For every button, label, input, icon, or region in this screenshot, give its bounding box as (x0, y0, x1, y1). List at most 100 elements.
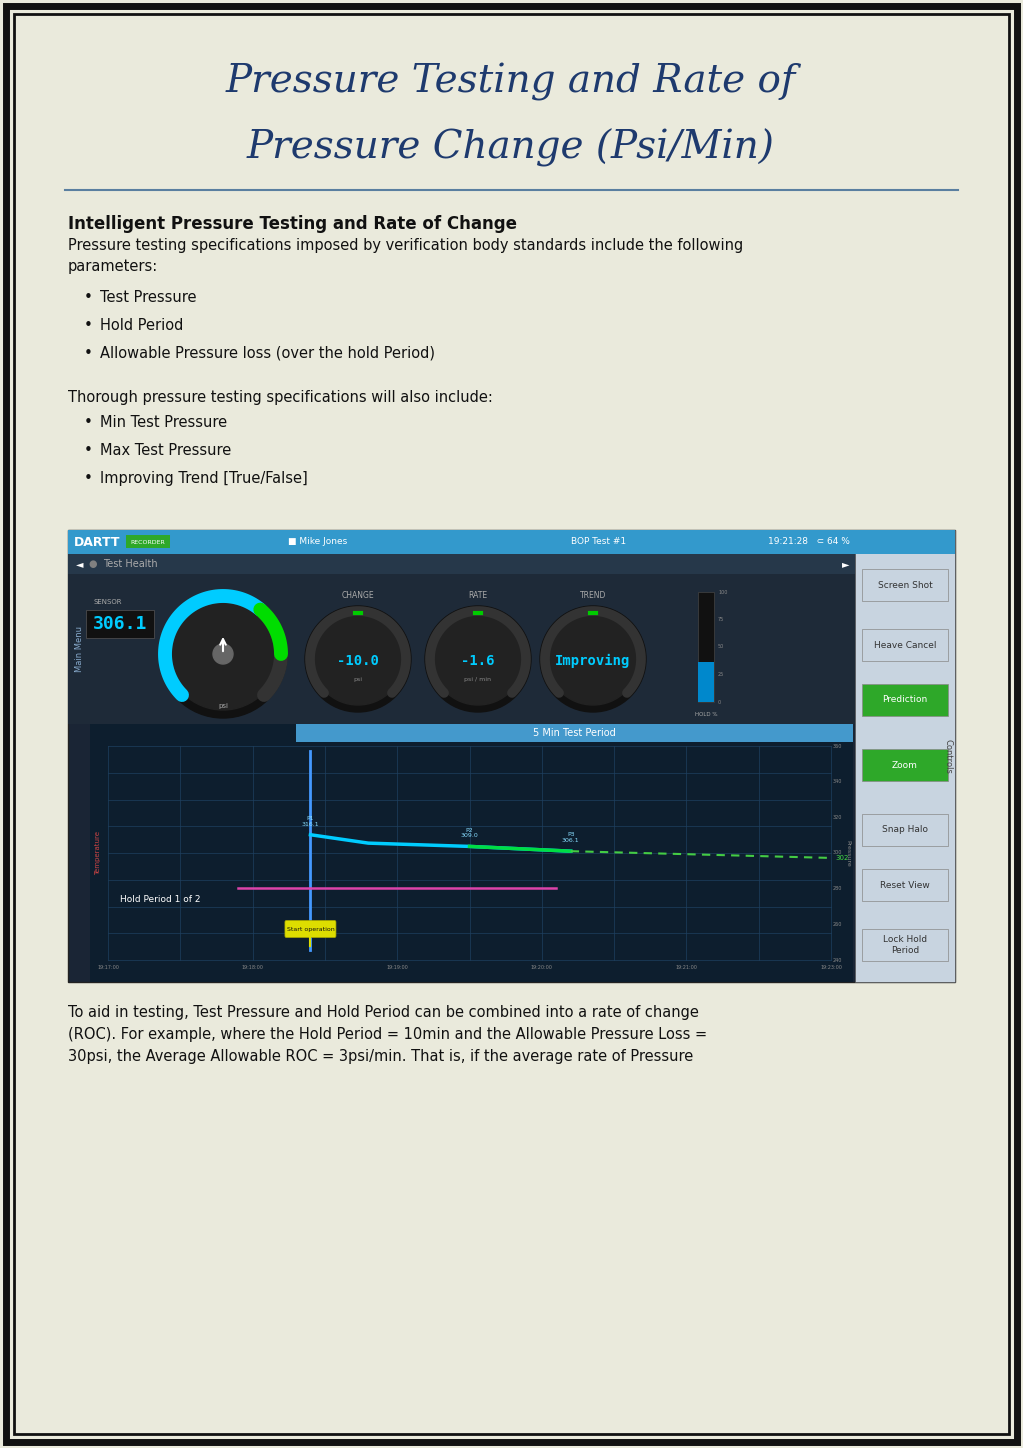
Text: 5 Min Test Period: 5 Min Test Period (533, 728, 616, 738)
Text: DARTT: DARTT (74, 536, 121, 549)
Text: 306.1: 306.1 (93, 615, 147, 633)
Text: HOLD %: HOLD % (695, 711, 717, 717)
Bar (68, 555, 855, 573)
Text: 260: 260 (833, 922, 842, 927)
Bar (698, 662, 714, 702)
Text: •: • (84, 346, 92, 361)
Text: Max Test Pressure: Max Test Pressure (100, 443, 231, 458)
Text: Snap Halo: Snap Halo (882, 825, 928, 834)
Circle shape (425, 607, 531, 712)
Text: -10.0: -10.0 (337, 654, 379, 668)
Text: RECORDER: RECORDER (131, 540, 166, 544)
Bar (862, 628, 948, 660)
Bar (862, 749, 948, 780)
Text: ◄: ◄ (76, 559, 84, 569)
Bar (862, 814, 948, 846)
Text: •: • (84, 471, 92, 487)
Text: Allowable Pressure loss (over the hold Period): Allowable Pressure loss (over the hold P… (100, 346, 435, 361)
Bar (698, 592, 714, 702)
Text: Start operation: Start operation (286, 928, 335, 933)
Text: CHANGE: CHANGE (342, 591, 374, 601)
Text: •: • (84, 416, 92, 430)
Text: 19:21:00: 19:21:00 (675, 964, 698, 970)
Text: Reset View: Reset View (880, 880, 930, 889)
Text: 19:19:00: 19:19:00 (387, 964, 408, 970)
Text: 100: 100 (718, 589, 727, 595)
Text: 340: 340 (833, 779, 842, 785)
Text: 30psi, the Average Allowable ROC = 3psi/min. That is, if the average rate of Pre: 30psi, the Average Allowable ROC = 3psi/… (68, 1048, 694, 1064)
Bar (86, 610, 154, 639)
Text: 50: 50 (718, 644, 724, 650)
Text: Heave Cancel: Heave Cancel (874, 640, 936, 650)
Text: •: • (84, 319, 92, 333)
Bar (862, 869, 948, 901)
Circle shape (432, 613, 524, 705)
Circle shape (159, 589, 287, 718)
Circle shape (305, 607, 411, 712)
Text: 19:17:00: 19:17:00 (97, 964, 119, 970)
Text: SENSOR: SENSOR (94, 599, 123, 605)
Text: ►: ► (842, 559, 850, 569)
Bar (862, 569, 948, 601)
Text: 302: 302 (835, 854, 848, 862)
Bar (68, 573, 855, 724)
Text: Pressure testing specifications imposed by verification body standards include t: Pressure testing specifications imposed … (68, 237, 744, 274)
Text: Pressure Change (Psi/Min): Pressure Change (Psi/Min) (248, 129, 775, 167)
Circle shape (213, 644, 233, 665)
Text: Controls: Controls (943, 738, 952, 773)
Bar (68, 530, 955, 982)
Text: ●: ● (88, 559, 96, 569)
Text: Hold Period: Hold Period (100, 319, 183, 333)
Text: BOP Test #1: BOP Test #1 (571, 537, 626, 546)
Text: 280: 280 (833, 886, 842, 891)
Text: Thorough pressure testing specifications will also include:: Thorough pressure testing specifications… (68, 390, 493, 405)
Circle shape (312, 613, 404, 705)
Text: Pressure Testing and Rate of: Pressure Testing and Rate of (226, 64, 796, 101)
Text: (ROC). For example, where the Hold Period = 10min and the Allowable Pressure Los: (ROC). For example, where the Hold Perio… (68, 1027, 707, 1043)
Text: 25: 25 (718, 672, 724, 678)
Text: Hold Period 1 of 2: Hold Period 1 of 2 (120, 895, 201, 904)
Text: Screen Shot: Screen Shot (878, 581, 932, 589)
Circle shape (167, 598, 279, 710)
Bar (90, 724, 853, 982)
Text: 19:18:00: 19:18:00 (241, 964, 264, 970)
Text: 320: 320 (833, 815, 842, 820)
Bar (862, 930, 948, 961)
Text: Min Test Pressure: Min Test Pressure (100, 416, 227, 430)
Bar (862, 683, 948, 715)
Circle shape (547, 613, 639, 705)
Text: P1
316.1: P1 316.1 (302, 815, 319, 827)
Text: Test Pressure: Test Pressure (100, 290, 196, 306)
Text: Temperature: Temperature (95, 831, 101, 875)
Text: 75: 75 (718, 617, 724, 623)
Text: psi: psi (354, 676, 362, 682)
Text: TREND: TREND (580, 591, 607, 601)
Bar (126, 534, 170, 547)
Bar (68, 530, 955, 555)
Text: P2
309.0: P2 309.0 (460, 828, 479, 838)
Text: •: • (84, 443, 92, 458)
Text: Zoom: Zoom (892, 760, 918, 769)
Text: 19:21:28   ⊂ 64 %: 19:21:28 ⊂ 64 % (768, 537, 850, 546)
Text: 19:20:00: 19:20:00 (531, 964, 552, 970)
Text: 240: 240 (833, 957, 842, 963)
Text: ■ Mike Jones: ■ Mike Jones (288, 537, 347, 546)
Bar (837, 555, 855, 573)
Text: 19:23:00: 19:23:00 (820, 964, 842, 970)
FancyBboxPatch shape (285, 921, 336, 937)
Bar (296, 724, 853, 741)
Text: Pressure: Pressure (845, 840, 850, 866)
Text: Improving Trend [True/False]: Improving Trend [True/False] (100, 471, 308, 487)
Bar (855, 530, 955, 982)
Text: -1.6: -1.6 (461, 654, 495, 668)
Text: •: • (84, 290, 92, 306)
Text: psi: psi (218, 702, 228, 710)
Text: Improving: Improving (555, 654, 631, 668)
Text: Main Menu: Main Menu (76, 626, 85, 672)
Text: 300: 300 (833, 850, 842, 856)
Text: Test Health: Test Health (103, 559, 158, 569)
Text: Prediction: Prediction (883, 695, 928, 705)
Text: RATE: RATE (469, 591, 488, 601)
Text: To aid in testing, Test Pressure and Hold Period can be combined into a rate of : To aid in testing, Test Pressure and Hol… (68, 1005, 699, 1019)
Text: Lock Hold
Period: Lock Hold Period (883, 935, 927, 954)
